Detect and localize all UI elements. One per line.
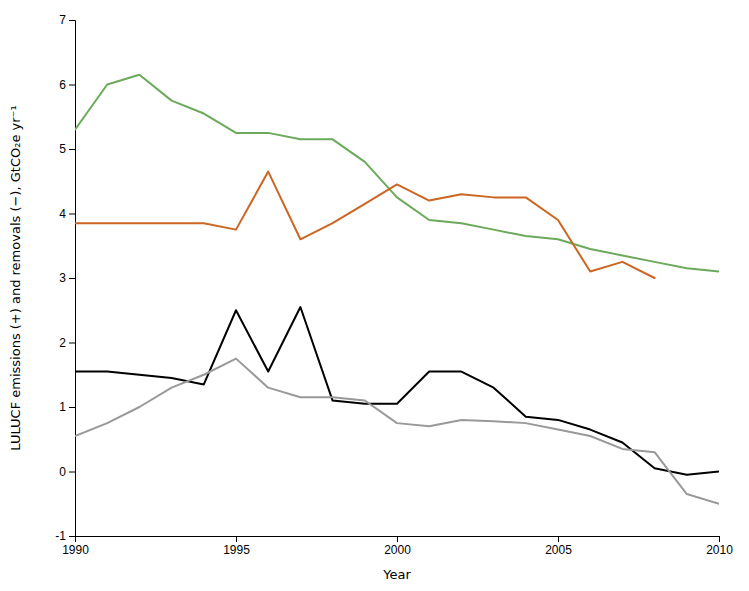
tick-label: 5 (59, 142, 66, 156)
tick: 2 (59, 336, 75, 350)
tick: -1 (55, 529, 75, 543)
y-axis-title: LULUCF emissions (+) and removals (−), G… (8, 105, 23, 450)
tick-label: 2010 (706, 543, 733, 557)
tick: 5 (59, 142, 75, 156)
tick-mark (558, 536, 559, 542)
tick-label: 4 (59, 207, 66, 221)
tick-mark (397, 536, 398, 542)
tick-label: 3 (59, 271, 66, 285)
series-line (75, 172, 655, 278)
tick-label: 2000 (384, 543, 411, 557)
tick-mark (69, 407, 75, 408)
tick-label: 6 (59, 78, 66, 92)
tick: 0 (59, 465, 75, 479)
tick-label: 2 (59, 336, 66, 350)
tick-label: 1990 (62, 543, 89, 557)
chart: 1990 1995 2000 2005 2010 -1 0 1 2 3 4 5 6 7 Year LULUCF… (0, 0, 749, 591)
tick: 1990 (62, 536, 89, 557)
tick: 6 (59, 78, 75, 92)
tick-mark (69, 85, 75, 86)
plot: 1990 1995 2000 2005 2010 -1 0 1 2 3 4 5 6 7 (55, 13, 733, 556)
tick: 2000 (384, 536, 411, 557)
tick: 1 (59, 400, 75, 414)
x-axis-title: Year (382, 567, 411, 582)
tick-label: 2005 (545, 543, 572, 557)
tick: 4 (59, 207, 75, 221)
tick: 3 (59, 271, 75, 285)
tick-label: 1 (59, 400, 66, 414)
axis-line (76, 537, 720, 543)
tick-mark (69, 536, 75, 537)
y-axis: -1 0 1 2 3 4 5 6 7 (55, 13, 75, 543)
series-line (75, 359, 719, 504)
tick: 1995 (223, 536, 250, 557)
tick-label: -1 (55, 529, 66, 543)
tick-mark (69, 20, 75, 21)
tick-mark (236, 536, 237, 542)
tick-label: 1995 (223, 543, 250, 557)
tick: 2010 (706, 536, 733, 557)
series-line (75, 75, 719, 272)
lines (75, 75, 719, 504)
tick: 2005 (545, 536, 572, 557)
tick-mark (69, 472, 75, 473)
tick-mark (69, 214, 75, 215)
tick-mark (69, 278, 75, 279)
x-axis: 1990 1995 2000 2005 2010 (62, 536, 733, 557)
tick: 7 (59, 13, 75, 27)
tick-mark (719, 536, 720, 542)
tick-label: 7 (59, 13, 66, 27)
tick-mark (69, 343, 75, 344)
tick-mark (69, 149, 75, 150)
axis-line (69, 21, 76, 537)
tick-label: 0 (59, 465, 66, 479)
